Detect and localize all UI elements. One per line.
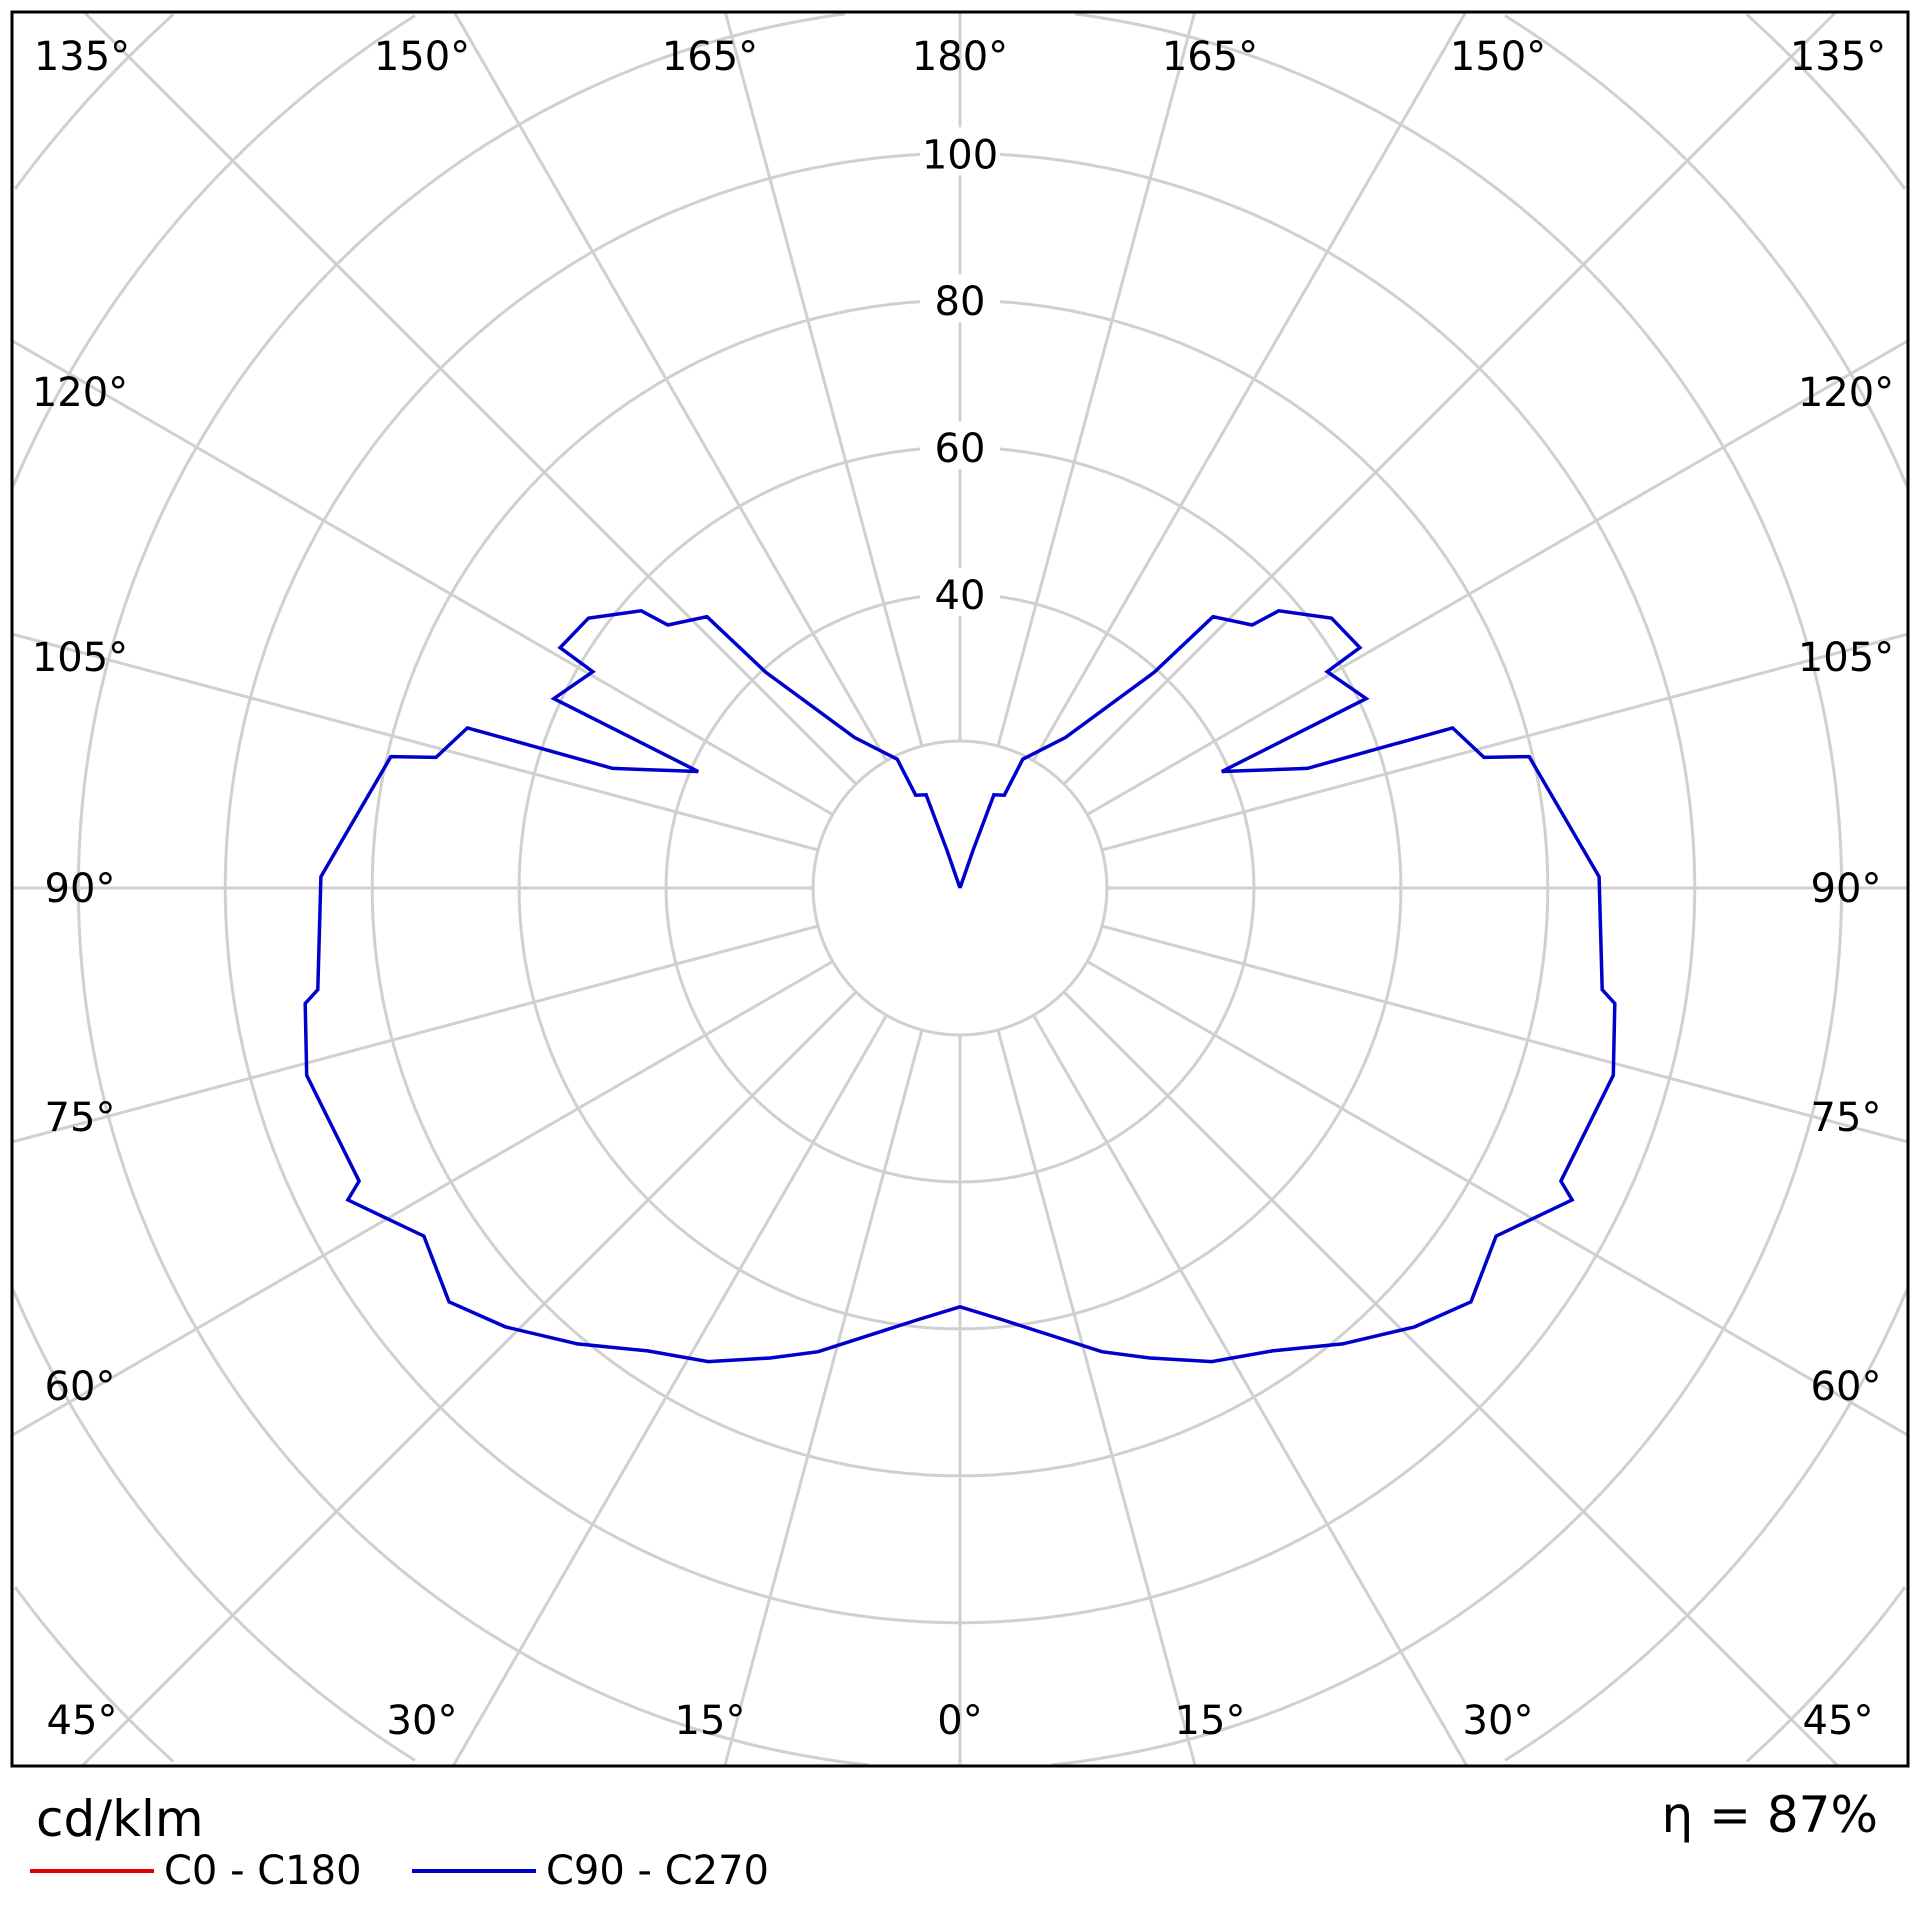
legend-label: C0 - C180	[164, 1848, 362, 1894]
angle-label: 165°	[662, 34, 758, 80]
angle-label-left: 75°	[45, 1095, 116, 1141]
grid-spoke	[83, 11, 858, 786]
angle-label-left: 105°	[32, 635, 128, 681]
angle-label: 150°	[1450, 34, 1546, 80]
grid-spoke	[1032, 1014, 1468, 1766]
grid-spoke	[12, 960, 834, 1437]
ring-label-bg	[920, 421, 1000, 470]
grid-spoke	[723, 1029, 924, 1766]
ring-label-bg	[920, 127, 1000, 176]
grid-spoke	[453, 12, 888, 762]
legend-item-c0-c180: C0 - C180	[30, 1848, 362, 1894]
grid-spoke	[996, 1029, 1197, 1766]
angle-label: 45°	[47, 1698, 118, 1744]
grid-spoke	[996, 12, 1196, 747]
grid-ring	[11, 14, 1909, 1762]
unit-label: cd/klm	[36, 1790, 204, 1848]
plot-frame	[10, 10, 1910, 1768]
grid-spoke	[1101, 632, 1908, 852]
angle-label-right: 75°	[1811, 1095, 1882, 1141]
angle-label: 30°	[1463, 1698, 1534, 1744]
efficiency-label: η = 87%	[1661, 1786, 1878, 1844]
angle-label: 15°	[675, 1698, 746, 1744]
angle-label: 0°	[937, 1698, 982, 1744]
ring-label: 80	[935, 279, 986, 325]
angle-label: 15°	[1175, 1698, 1246, 1744]
legend-label: C90 - C270	[546, 1848, 769, 1894]
ring-label: 100	[922, 132, 998, 178]
legend-swatch-red	[30, 1869, 154, 1873]
angle-label-right: 90°	[1811, 866, 1882, 912]
angle-label-left: 90°	[45, 866, 116, 912]
ring-label-bg	[920, 274, 1000, 323]
angle-label: 30°	[387, 1698, 458, 1744]
grid-spoke	[1086, 960, 1908, 1437]
grid-spoke	[1062, 990, 1839, 1767]
grid-spoke	[452, 1014, 888, 1766]
angle-label: 180°	[912, 34, 1008, 80]
grid-ring	[13, 13, 1907, 1763]
angle-label: 135°	[1790, 34, 1886, 80]
angle-label: 150°	[374, 34, 470, 80]
grid-ring	[76, 12, 1844, 1767]
angle-label-left: 120°	[32, 370, 128, 416]
grid-spoke	[12, 632, 819, 852]
legend-swatch-blue	[412, 1869, 536, 1873]
grid-spoke	[12, 339, 834, 816]
angle-label: 165°	[1162, 34, 1258, 80]
legend-item-c90-c270: C90 - C270	[412, 1848, 769, 1894]
angle-label: 45°	[1803, 1698, 1874, 1744]
grid-spoke	[1062, 11, 1837, 786]
angle-label-right: 105°	[1798, 635, 1894, 681]
ring-label: 60	[935, 426, 986, 472]
angle-label-right: 120°	[1798, 370, 1894, 416]
grid-spoke	[12, 924, 819, 1144]
angle-label: 135°	[34, 34, 130, 80]
grid-spoke	[724, 12, 924, 747]
grid-spoke	[1101, 924, 1908, 1144]
ring-label: 40	[935, 573, 986, 619]
angle-label-right: 60°	[1811, 1364, 1882, 1410]
grid-spoke	[81, 990, 858, 1767]
grid-spoke	[1032, 12, 1467, 762]
ring-label-bg	[920, 568, 1000, 617]
grid-spoke	[1086, 339, 1908, 816]
angle-label-left: 60°	[45, 1364, 116, 1410]
